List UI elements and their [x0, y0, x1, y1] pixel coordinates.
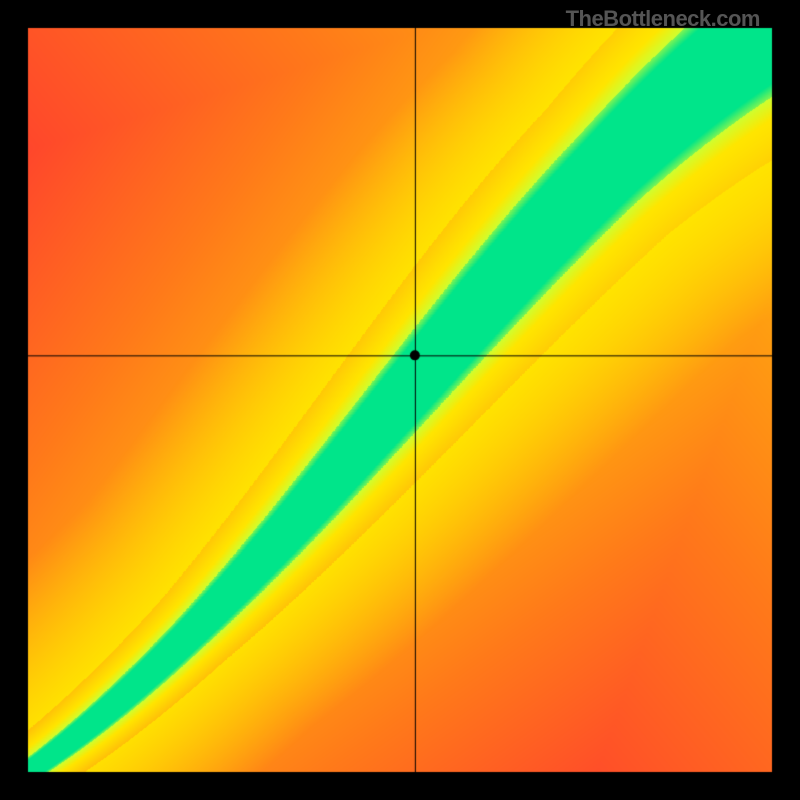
attribution-label: TheBottleneck.com: [566, 6, 760, 32]
heatmap-canvas: [0, 0, 800, 800]
chart-container: TheBottleneck.com: [0, 0, 800, 800]
